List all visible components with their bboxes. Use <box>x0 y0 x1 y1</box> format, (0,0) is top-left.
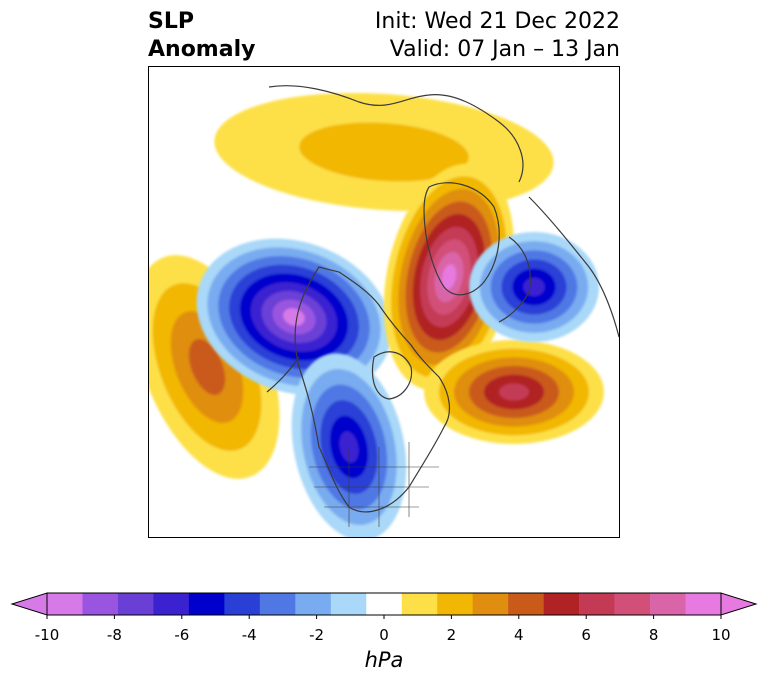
valid-range: Valid: 07 Jan – 13 Jan <box>389 37 620 62</box>
arctic-high <box>383 163 515 391</box>
chart-dates: Init: Wed 21 Dec 2022 Valid: 07 Jan – 13… <box>375 8 620 64</box>
colorbar-tick-label: 8 <box>648 626 659 644</box>
colorbar <box>10 592 758 619</box>
colorbar-cell <box>259 593 296 615</box>
atlantic-high-contour <box>499 383 529 401</box>
colorbar-cell <box>117 593 154 615</box>
colorbar-cell <box>472 593 509 615</box>
colorbar-cell <box>366 593 403 615</box>
map-svg <box>149 85 619 537</box>
colorbar-tick-label: -2 <box>309 626 325 644</box>
colorbar-cell <box>47 593 83 615</box>
pacific-high-contour <box>188 339 226 395</box>
colorbar-cell <box>650 593 686 615</box>
colorbar-cell <box>508 593 544 615</box>
scandinavia-low-contour <box>523 277 545 297</box>
colorbar-cell <box>401 593 438 615</box>
colorbar-extend-min <box>10 592 48 616</box>
colorbar-unit: hPa <box>364 648 404 672</box>
colorbar-cell <box>579 593 615 615</box>
init-date: Init: Wed 21 Dec 2022 <box>374 9 620 34</box>
coastlines <box>266 85 619 527</box>
atlantic-high <box>424 340 604 444</box>
colorbar-cell <box>82 593 119 615</box>
canada-low <box>196 238 392 396</box>
colorbar-extend-max <box>720 592 758 616</box>
colorbar-tick-label: 10 <box>711 626 731 644</box>
colorbar-cell <box>614 593 651 615</box>
eurasia-high-contour <box>299 122 469 182</box>
chart-title: SLP Anomaly <box>148 8 255 64</box>
slp-anomaly-map <box>148 66 620 538</box>
colorbar-cell <box>543 593 580 615</box>
colorbar-cell <box>153 593 190 615</box>
colorbar-cell <box>330 593 367 615</box>
arctic-high-contour <box>441 264 457 290</box>
colorbar-cell <box>295 593 332 615</box>
colorbar-tick-label: 0 <box>379 626 389 644</box>
colorbar-tick-label: 6 <box>581 626 591 644</box>
colorbar-tick-label: 2 <box>446 626 457 644</box>
colorbar-cell <box>437 593 473 615</box>
canada-low-contour <box>283 308 305 326</box>
colorbar-cell <box>224 593 261 615</box>
anomaly-field <box>149 92 604 537</box>
colorbar-tick-label: 4 <box>514 626 524 644</box>
scandinavia-low <box>469 232 599 342</box>
colorbar-tick-label: -10 <box>34 626 60 644</box>
title-kind: Anomaly <box>148 37 256 62</box>
colorbar-cell <box>685 593 722 615</box>
colorbar-tick-label: -6 <box>174 626 190 644</box>
title-variable: SLP <box>148 9 194 34</box>
colorbar-tick-label: -4 <box>241 626 257 644</box>
colorbar-tick-label: -8 <box>106 626 122 644</box>
colorbar-cell <box>188 593 225 615</box>
